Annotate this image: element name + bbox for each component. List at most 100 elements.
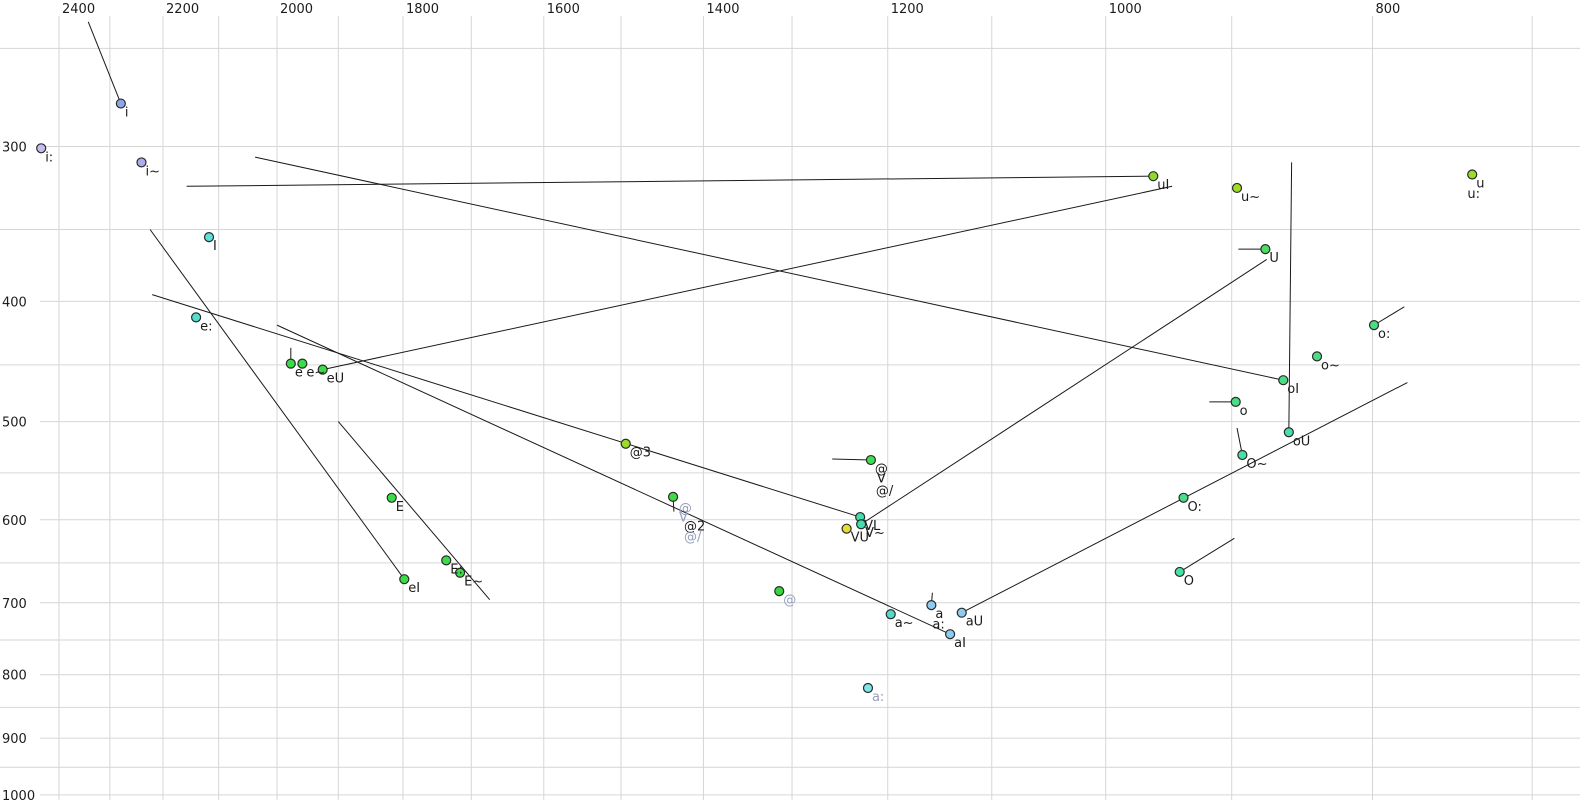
- vowel-label-i: i: [125, 106, 129, 121]
- vowel-point-O: [1174, 566, 1185, 578]
- trajectory-o:: [1373, 306, 1405, 326]
- vowel-label-VU: VU: [851, 531, 869, 546]
- y-tick-backing: [0, 666, 40, 682]
- y-tick-label: 500: [2, 416, 27, 431]
- vowel-label-O~: O~: [1246, 457, 1267, 472]
- y-tick-label: 900: [2, 732, 27, 747]
- vowel-point-a:: [862, 682, 874, 694]
- vowel-label-@3: @3: [630, 446, 651, 461]
- vowel-point-eI: [399, 574, 410, 585]
- trajectory-E:-E~: [337, 421, 491, 601]
- vowel-point-o~: [1311, 351, 1323, 362]
- y-tick-backing: [0, 413, 40, 429]
- vowel-point-e~: [297, 358, 308, 369]
- x-tick-label: 2200: [166, 2, 199, 17]
- x-tick-label: 800: [1376, 2, 1401, 17]
- y-tick-label: 700: [2, 597, 27, 612]
- vowel-label-e: e: [295, 366, 303, 381]
- vowel-label-E: E: [396, 500, 404, 515]
- vowel-point-oU: [1283, 427, 1294, 438]
- trajectory-eI: [149, 229, 405, 580]
- trajectory-oI: [254, 156, 1284, 381]
- vowel-label-V~: V~: [865, 526, 885, 541]
- vowel-label-a:: a:: [872, 690, 884, 705]
- vowel-point-I: [203, 232, 215, 243]
- y-tick-backing: [0, 293, 40, 309]
- y-tick-label: 300: [2, 141, 27, 156]
- vowel-label-E~: E~: [464, 575, 483, 590]
- vowel-point-E~: [454, 567, 466, 578]
- y-tick-label: 400: [2, 295, 27, 310]
- x-tick-label: 1000: [1109, 2, 1142, 17]
- vowel-label-eU: eU: [327, 372, 345, 387]
- floating-label-@/: @/: [876, 484, 894, 499]
- vowel-point-i~: [136, 157, 147, 168]
- floating-label-@2: @2: [684, 519, 705, 534]
- vowel-point-U: [1260, 244, 1271, 255]
- vowel-point-V~: [856, 519, 867, 530]
- vowel-point-VU: [841, 523, 852, 534]
- vowel-point-unlabeled: [865, 454, 877, 466]
- x-tick-label: 2400: [62, 2, 95, 17]
- vowel-point-e: [285, 358, 296, 369]
- floating-label-V: V: [679, 511, 688, 526]
- vowel-label-oU: oU: [1293, 434, 1310, 449]
- vowel-point-a: [926, 599, 937, 611]
- y-tick-label: 800: [2, 669, 27, 684]
- y-tick-backing: [0, 594, 40, 610]
- floating-label-@: @: [875, 462, 888, 477]
- vowel-label-VL: VL: [864, 519, 881, 534]
- vowel-label-I: I: [213, 239, 217, 254]
- vowel-label-e~: e~: [306, 366, 325, 381]
- floating-label-V: V: [877, 472, 886, 487]
- vowel-label-u: u: [1476, 176, 1484, 191]
- floating-label-@: @: [679, 502, 692, 517]
- floating-label-u:: u:: [1467, 187, 1480, 202]
- vowel-label-o~: o~: [1321, 358, 1340, 373]
- vowel-label-a: a: [935, 607, 943, 622]
- vowel-label-o: o: [1240, 404, 1248, 419]
- vowel-point-uI: [1148, 171, 1159, 182]
- vowel-point-aU: [956, 607, 967, 618]
- vowel-point-unlabeled: [667, 491, 679, 502]
- vowel-point-a~: [885, 609, 896, 620]
- vowel-point-O:: [1178, 492, 1189, 503]
- trajectory-VL: [860, 259, 1268, 525]
- x-tick-label: 1400: [706, 2, 739, 17]
- trajectory-i: [87, 21, 122, 104]
- x-tick-label: 1600: [547, 2, 580, 17]
- vowel-point-oI: [1278, 375, 1289, 386]
- vowel-label-O:: O:: [1188, 500, 1202, 515]
- vowel-point-i:: [36, 143, 47, 154]
- vowel-point-eU: [317, 364, 328, 375]
- vowel-label-O: O: [1184, 574, 1194, 589]
- y-tick-backing: [0, 511, 40, 527]
- floating-label-@/: @/: [684, 530, 702, 545]
- vowel-label-i:: i:: [45, 150, 53, 165]
- y-tick-backing: [0, 138, 40, 154]
- vowel-label-i~: i~: [145, 164, 160, 179]
- y-tick-label: 1000: [2, 789, 35, 800]
- vowel-label-aU: aU: [966, 615, 983, 630]
- vowel-point-aI: [945, 629, 956, 640]
- vowel-point-o:: [1368, 320, 1380, 331]
- y-tick-backing: [0, 730, 40, 746]
- vowel-point-u~: [1231, 182, 1243, 194]
- vowel-point-E:: [441, 555, 452, 566]
- vowel-point-i: [115, 98, 126, 109]
- x-tick-label: 2000: [280, 2, 313, 17]
- floating-label-a:: a:: [932, 617, 944, 632]
- vowel-label-eI: eI: [408, 581, 420, 596]
- x-tick-label: 1800: [406, 2, 439, 17]
- vowel-point-u: [1467, 169, 1478, 180]
- vowel-point-O~: [1237, 449, 1248, 461]
- trajectory-@: [832, 458, 871, 461]
- vowel-point-e:: [190, 312, 202, 323]
- vowel-point-@3: [620, 438, 631, 449]
- trajectory-aI: [276, 324, 951, 635]
- vowel-label-@: @: [783, 593, 796, 608]
- y-tick-backing: [0, 786, 40, 800]
- trajectory-uI: [186, 175, 1154, 187]
- x-tick-label: 1200: [891, 2, 924, 17]
